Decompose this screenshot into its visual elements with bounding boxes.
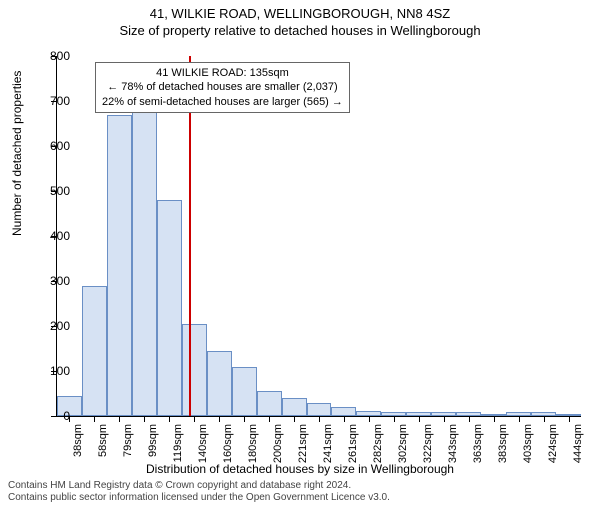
x-tick [569,416,570,422]
x-tick [369,416,370,422]
x-tick [494,416,495,422]
x-tick [269,416,270,422]
histogram-bar [182,324,207,416]
y-tick-label: 200 [40,319,70,333]
y-tick-label: 500 [40,184,70,198]
annotation-line: 22% of semi-detached houses are larger (… [102,95,343,109]
y-tick-label: 600 [40,139,70,153]
histogram-bar [82,286,107,417]
x-tick-label: 58sqm [97,424,109,457]
x-tick [119,416,120,422]
x-tick-label: 79sqm [122,424,134,457]
annotation-line: 41 WILKIE ROAD: 135sqm [102,66,343,80]
histogram-bar [107,115,132,417]
x-tick-label: 221sqm [297,424,309,463]
y-axis-label: Number of detached properties [10,71,24,236]
x-tick [444,416,445,422]
x-tick [194,416,195,422]
footer-line-2: Contains public sector information licen… [8,492,390,504]
x-tick [419,416,420,422]
histogram-bar [331,407,356,416]
x-tick-label: 38sqm [72,424,84,457]
histogram-bar [257,391,282,416]
histogram-bar [232,367,257,417]
x-tick-label: 119sqm [172,424,184,462]
x-tick-label: 160sqm [222,424,234,463]
x-tick [144,416,145,422]
x-tick [519,416,520,422]
y-tick-label: 0 [40,409,70,423]
chart-container: 41, WILKIE ROAD, WELLINGBOROUGH, NN8 4SZ… [0,6,600,506]
x-tick-label: 383sqm [497,424,509,463]
footer-attribution: Contains HM Land Registry data © Crown c… [8,480,390,504]
x-tick-label: 444sqm [572,424,584,463]
x-tick-label: 180sqm [247,424,259,463]
x-tick-label: 322sqm [422,424,434,463]
footer-line-1: Contains HM Land Registry data © Crown c… [8,480,390,492]
x-tick-label: 261sqm [347,424,359,463]
x-tick-label: 282sqm [372,424,384,463]
y-tick-label: 100 [40,364,70,378]
x-tick [244,416,245,422]
x-tick [544,416,545,422]
x-tick-label: 403sqm [522,424,534,463]
histogram-bar [282,398,307,416]
x-tick-label: 200sqm [272,424,284,463]
x-tick [344,416,345,422]
histogram-bar [132,110,157,416]
y-tick-label: 800 [40,49,70,63]
page-subtitle: Size of property relative to detached ho… [0,23,600,38]
x-tick [394,416,395,422]
histogram-bar [207,351,232,416]
x-tick-label: 343sqm [447,424,459,463]
annotation-line: ← 78% of detached houses are smaller (2,… [102,80,343,94]
annotation-box: 41 WILKIE ROAD: 135sqm← 78% of detached … [95,62,350,113]
y-tick-label: 700 [40,94,70,108]
x-tick [94,416,95,422]
x-tick [469,416,470,422]
x-axis-label: Distribution of detached houses by size … [0,462,600,476]
x-tick-label: 363sqm [472,424,484,463]
x-tick [169,416,170,422]
x-tick [219,416,220,422]
y-tick-label: 400 [40,229,70,243]
x-tick-label: 424sqm [547,424,559,463]
x-tick [319,416,320,422]
histogram-bar [157,200,182,416]
y-tick-label: 300 [40,274,70,288]
histogram-bar [307,403,332,416]
x-tick-label: 99sqm [147,424,159,457]
page-title: 41, WILKIE ROAD, WELLINGBOROUGH, NN8 4SZ [0,6,600,21]
x-tick [294,416,295,422]
x-tick-label: 302sqm [397,424,409,463]
x-tick-label: 241sqm [322,424,334,463]
x-tick-label: 140sqm [197,424,209,463]
